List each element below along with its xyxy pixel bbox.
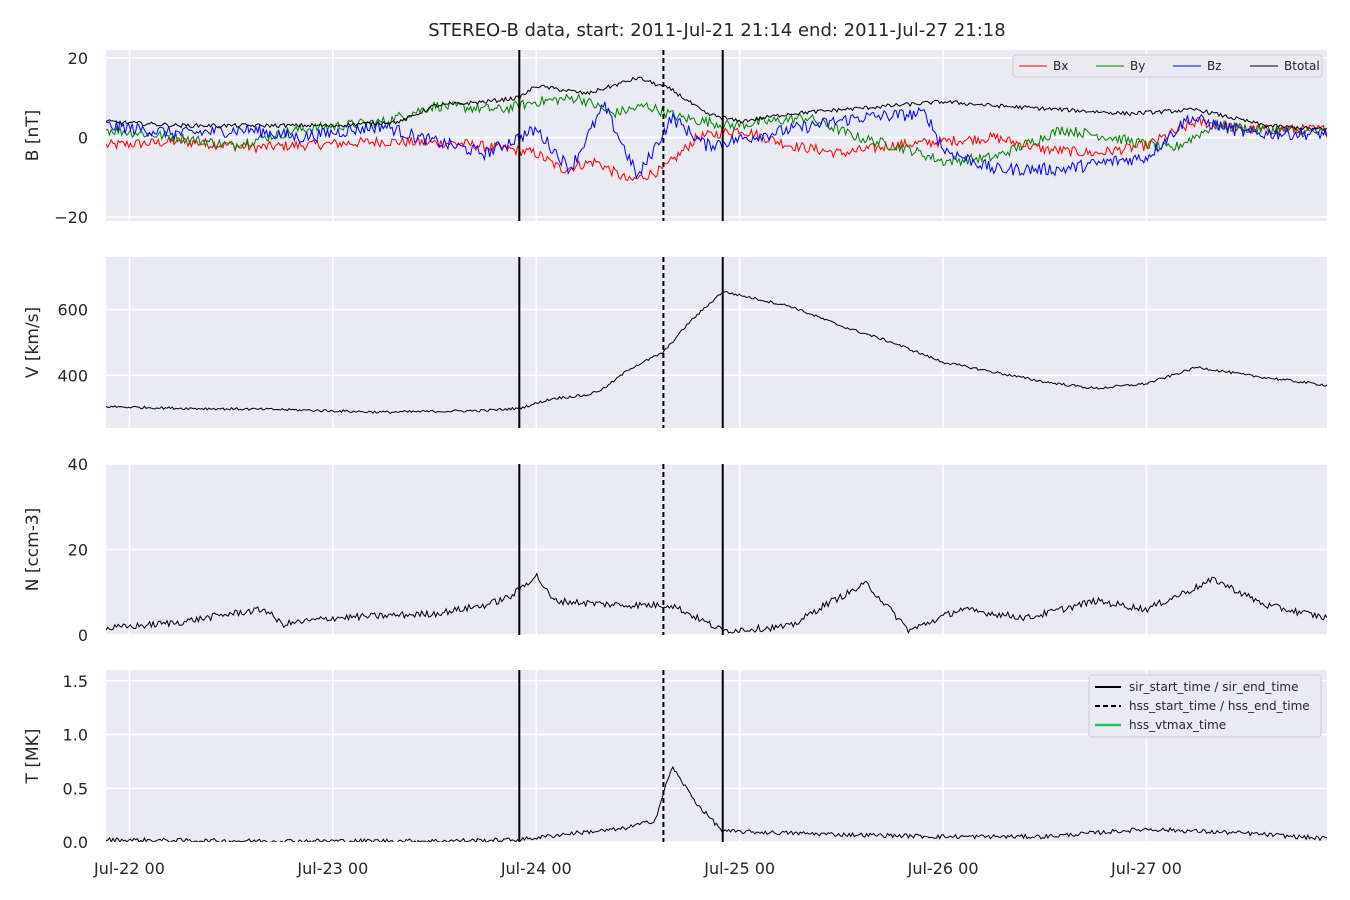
x-tick-label: Jul-22 00 (93, 859, 165, 878)
x-tick-label: Jul-27 00 (1110, 859, 1182, 878)
legend-b: Bx By Bz Btotal (1012, 54, 1323, 78)
legend-label: hss_vtmax_time (1129, 718, 1226, 732)
legend-label: Bz (1207, 59, 1222, 73)
series-line (106, 572, 1327, 635)
series-line (106, 290, 1327, 415)
x-tick-label: Jul-25 00 (703, 859, 775, 878)
y-axis-label: T [MK] (23, 729, 43, 785)
panels: −20 0 20 B [nT] Bx By Bz Btotal 400 600 V [km/s] 0 2… (23, 49, 1327, 852)
x-tick-label: Jul-24 00 (500, 859, 572, 878)
x-axis-ticks: Jul-22 00 Jul-23 00 Jul-24 00 Jul-25 00 Jul-… (93, 859, 1182, 878)
legend-label: Btotal (1284, 59, 1320, 73)
x-tick-label: Jul-26 00 (907, 859, 979, 878)
y-tick-label: 0.0 (63, 833, 88, 852)
y-axis-label: V [km/s] (23, 307, 43, 378)
y-tick-label: 20 (68, 49, 88, 68)
legend-label: sir_start_time / sir_end_time (1129, 680, 1299, 694)
series-line-bz (106, 101, 1327, 180)
y-tick-label: 0.5 (63, 779, 88, 798)
y-tick-label: 20 (68, 541, 88, 560)
series-line-bx (106, 116, 1327, 182)
series-group (106, 76, 1327, 182)
series-group (106, 290, 1327, 415)
panel-background (106, 257, 1327, 428)
panel-T: 0.0 0.5 1.0 1.5 T [MK] sir_start_time / sir_e… (23, 670, 1327, 852)
legend-label: Bx (1053, 59, 1068, 73)
y-axis-label: N [ccm-3] (23, 508, 43, 592)
series-group (106, 572, 1327, 635)
y-tick-label: 600 (57, 301, 88, 320)
y-tick-label: 40 (68, 455, 88, 474)
y-tick-label: −20 (54, 208, 88, 227)
chart-title: STEREO-B data, start: 2011-Jul-21 21:14 … (428, 20, 1005, 41)
series-line-btotal (106, 76, 1327, 131)
series-line (106, 765, 1327, 842)
panel-N: 0 20 40 N [ccm-3] (23, 455, 1327, 645)
series-line-by (106, 92, 1327, 167)
panel-B: −20 0 20 B [nT] Bx By Bz Btotal (23, 49, 1327, 227)
panel-V: 400 600 V [km/s] (23, 257, 1327, 428)
y-tick-label: 1.5 (63, 672, 88, 691)
y-axis-label: B [nT] (23, 110, 43, 162)
legend-box (1088, 674, 1322, 738)
x-tick-label: Jul-23 00 (296, 859, 368, 878)
legend-box (1012, 54, 1323, 78)
legend-t: sir_start_time / sir_end_time hss_start_t… (1088, 674, 1322, 738)
legend-label: By (1130, 59, 1145, 73)
y-tick-label: 1.0 (63, 726, 88, 745)
y-tick-label: 0 (78, 626, 88, 645)
series-group (106, 765, 1327, 842)
legend-label: hss_start_time / hss_end_time (1129, 699, 1310, 713)
y-tick-label: 0 (78, 128, 88, 147)
y-tick-label: 400 (57, 366, 88, 385)
